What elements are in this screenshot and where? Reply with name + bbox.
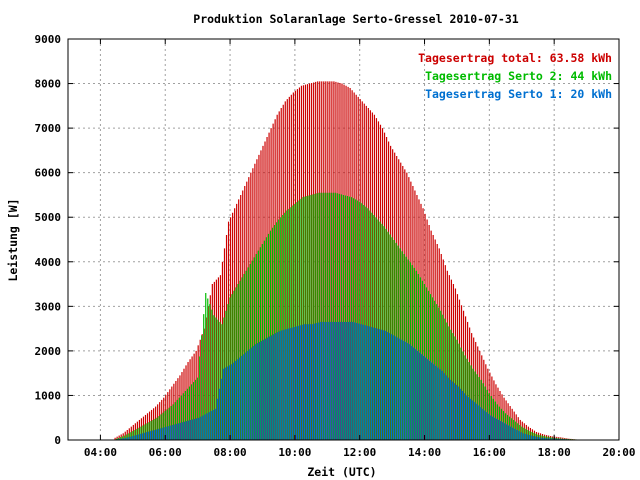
x-tick-label: 18:00 <box>538 446 571 459</box>
x-tick-label: 14:00 <box>408 446 441 459</box>
plot-frame <box>67 38 620 441</box>
x-tick-label: 20:00 <box>602 446 635 459</box>
y-tick-label: 9000 <box>35 33 62 46</box>
x-tick-label: 06:00 <box>149 446 182 459</box>
x-tick-label: 10:00 <box>278 446 311 459</box>
x-tick-label: 16:00 <box>473 446 506 459</box>
y-axis: 0 1000 2000 3000 4000 5000 6000 7000 8000 9000 <box>35 33 619 447</box>
y-tick-label: 2000 <box>35 345 62 358</box>
legend: Tagesertrag total: 63.58 kWh Tagesertrag… <box>418 51 612 101</box>
y-tick-label: 5000 <box>35 211 62 224</box>
chart-title: Produktion Solaranlage Serto-Gressel 201… <box>193 12 518 26</box>
legend-serto-1: Tagesertrag Serto 1: 20 kWh <box>425 87 612 101</box>
y-tick-label: 4000 <box>35 256 62 269</box>
y-tick-label: 0 <box>54 434 61 447</box>
bars <box>114 81 587 440</box>
x-tick-label: 04:00 <box>84 446 117 459</box>
x-axis: 04:00 06:00 08:00 10:00 12:00 14:00 16:00 18:00… <box>84 39 636 459</box>
y-tick-label: 3000 <box>35 300 62 313</box>
x-tick-label: 12:00 <box>343 446 376 459</box>
legend-total: Tagesertrag total: 63.58 kWh <box>418 51 612 65</box>
y-tick-label: 7000 <box>35 122 62 135</box>
y-tick-label: 8000 <box>35 78 62 91</box>
legend-serto-2: Tagesertrag Serto 2: 44 kWh <box>425 69 612 83</box>
y-tick-label: 6000 <box>35 167 62 180</box>
x-tick-label: 08:00 <box>213 446 246 459</box>
x-axis-label: Zeit (UTC) <box>307 465 376 479</box>
y-tick-label: 1000 <box>35 389 62 402</box>
y-axis-label: Leistung [W] <box>6 198 20 281</box>
